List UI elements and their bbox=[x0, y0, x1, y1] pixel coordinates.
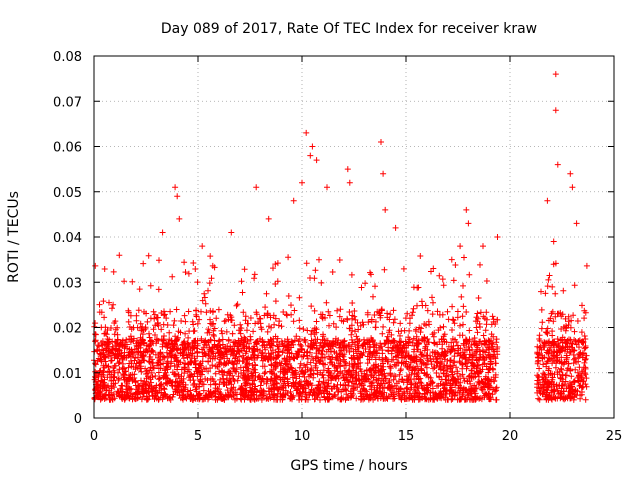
x-tick-label: 15 bbox=[398, 429, 415, 444]
x-tick-label: 10 bbox=[294, 429, 311, 444]
axis-ticks bbox=[93, 55, 615, 419]
chart-title: Day 089 of 2017, Rate Of TEC Index for r… bbox=[161, 21, 537, 37]
y-tick-label: 0 bbox=[74, 412, 82, 427]
y-tick-label: 0.07 bbox=[53, 95, 82, 110]
grid-lines bbox=[94, 56, 614, 418]
y-tick-label: 0.01 bbox=[53, 367, 82, 382]
y-tick-label: 0.04 bbox=[53, 231, 82, 246]
x-tick-label: 25 bbox=[606, 429, 623, 444]
y-axis-label: ROTI / TECUs bbox=[6, 191, 22, 283]
y-tick-label: 0.06 bbox=[53, 141, 82, 156]
x-tick-label: 20 bbox=[502, 429, 519, 444]
data-points bbox=[91, 71, 590, 403]
y-tick-label: 0.08 bbox=[53, 50, 82, 65]
y-tick-label: 0.05 bbox=[53, 186, 82, 201]
y-tick-label: 0.03 bbox=[53, 276, 82, 291]
x-tick-label: 5 bbox=[194, 429, 202, 444]
y-tick-label: 0.02 bbox=[53, 322, 82, 337]
y-tick-labels: 0 0.01 0.02 0.03 0.04 0.05 0.06 0.07 0.08 bbox=[53, 50, 82, 427]
x-tick-labels: 0 5 10 15 20 25 bbox=[90, 429, 622, 444]
x-axis-label: GPS time / hours bbox=[290, 458, 407, 474]
scatter-markers bbox=[91, 71, 590, 403]
x-tick-label: 0 bbox=[90, 429, 98, 444]
